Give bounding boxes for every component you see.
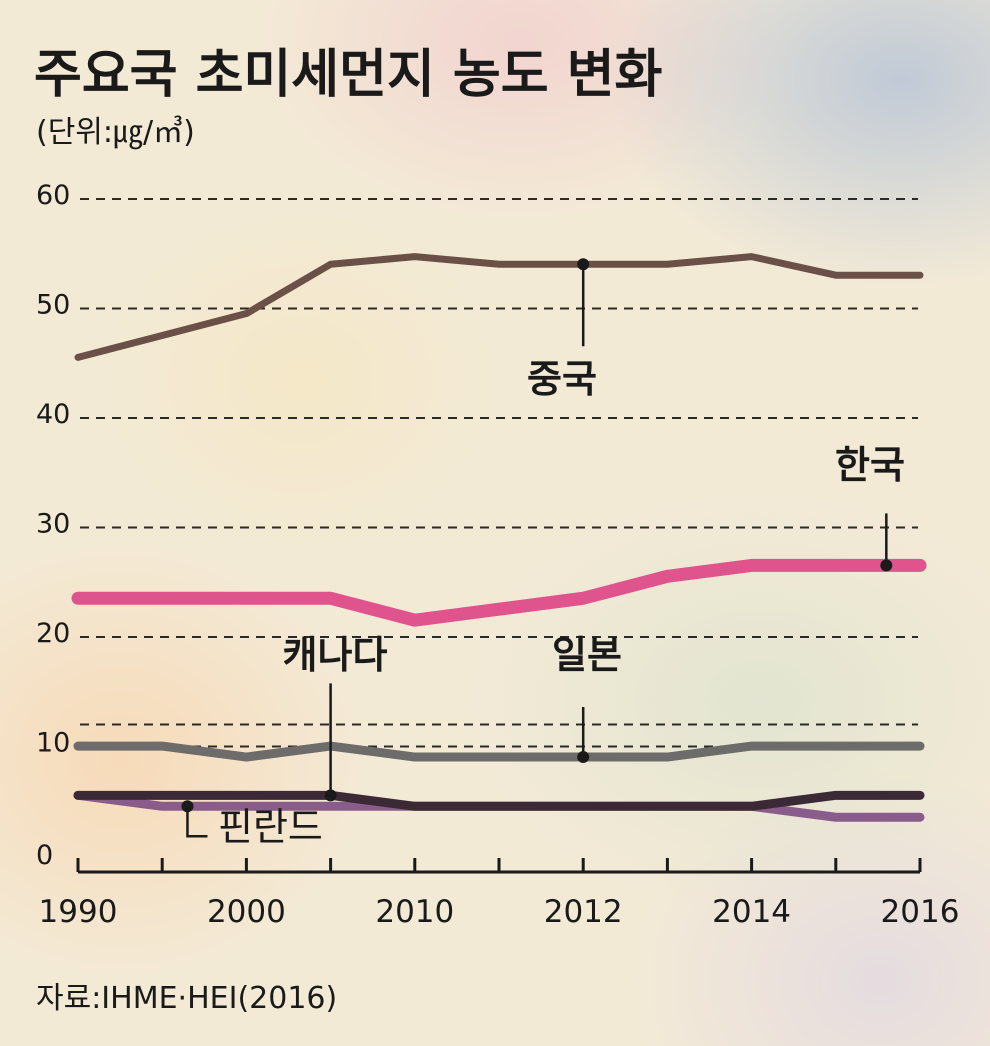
- chart-title: 주요국 초미세먼지 농도 변화: [34, 45, 662, 105]
- chart-source: 자료:IHME·HEI(2016): [36, 981, 337, 1016]
- series-label: 중국: [527, 357, 597, 401]
- leader-dot: [577, 751, 590, 764]
- chart-unit: (단위:㎍/㎥): [36, 115, 195, 150]
- y-tick-label: 60: [36, 180, 70, 211]
- x-tick-label: 2012: [544, 894, 623, 930]
- series-label: 한국: [835, 443, 905, 487]
- x-tick-label: 2010: [375, 894, 454, 930]
- series-lines: [71, 253, 927, 822]
- grid: [80, 198, 918, 748]
- leader-dot: [181, 800, 194, 813]
- leader-line: [186, 806, 208, 838]
- x-tick-label: 2014: [712, 894, 791, 930]
- x-tick-label: 2000: [207, 894, 286, 930]
- series-label: 핀란드: [218, 805, 323, 849]
- y-tick-label: 30: [36, 509, 70, 540]
- leader-dot: [324, 789, 337, 802]
- leader-dot: [880, 559, 893, 572]
- y-tick-label: 50: [36, 290, 70, 321]
- x-axis: 1990 2000 2010 2012 2014 2016: [39, 858, 960, 930]
- y-axis-ticks: 0 10 20 30 40 50 60: [36, 180, 70, 871]
- series-label: 일본: [552, 633, 622, 677]
- series-line-3: [73, 790, 925, 811]
- leader-dot: [577, 258, 590, 271]
- series-line-0: [74, 253, 924, 361]
- y-tick-label: 20: [36, 618, 70, 649]
- series-line-2: [73, 741, 925, 762]
- y-tick-label: 10: [36, 728, 70, 759]
- series-line-1: [71, 558, 927, 627]
- series-label: 캐나다: [283, 633, 388, 677]
- y-tick-label: 40: [36, 399, 70, 430]
- y-tick-label: 0: [36, 840, 53, 871]
- x-tick-label: 1990: [39, 894, 118, 930]
- x-tick-label: 2016: [881, 894, 960, 930]
